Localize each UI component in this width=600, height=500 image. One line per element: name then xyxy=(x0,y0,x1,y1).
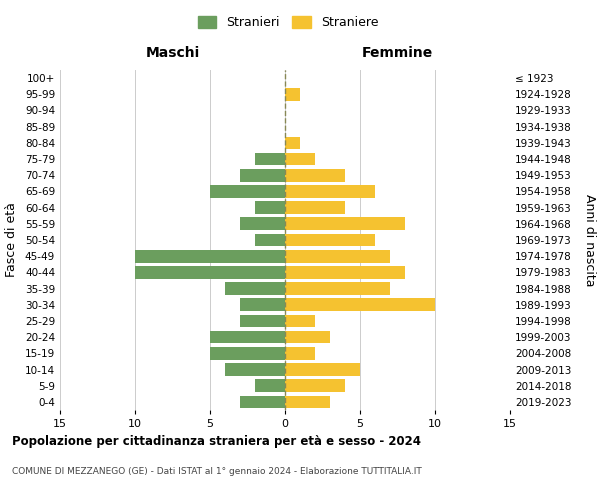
Bar xyxy=(210,347,285,360)
Bar xyxy=(135,250,285,262)
Text: COMUNE DI MEZZANEGO (GE) - Dati ISTAT al 1° gennaio 2024 - Elaborazione TUTTITAL: COMUNE DI MEZZANEGO (GE) - Dati ISTAT al… xyxy=(12,468,422,476)
Bar xyxy=(225,363,285,376)
Bar xyxy=(285,88,300,101)
Bar xyxy=(240,396,285,408)
Bar xyxy=(285,136,300,149)
Bar xyxy=(240,314,285,328)
Bar xyxy=(240,218,285,230)
Bar xyxy=(135,266,285,278)
Bar xyxy=(255,234,285,246)
Bar xyxy=(285,152,315,166)
Bar xyxy=(285,380,345,392)
Bar xyxy=(285,185,375,198)
Y-axis label: Anni di nascita: Anni di nascita xyxy=(583,194,596,286)
Bar xyxy=(210,331,285,344)
Text: Femmine: Femmine xyxy=(362,46,433,60)
Bar xyxy=(255,380,285,392)
Legend: Stranieri, Straniere: Stranieri, Straniere xyxy=(193,11,383,34)
Bar xyxy=(255,202,285,214)
Bar xyxy=(285,363,360,376)
Bar xyxy=(255,152,285,166)
Bar xyxy=(225,282,285,295)
Bar xyxy=(285,266,405,278)
Bar xyxy=(210,185,285,198)
Bar xyxy=(285,331,330,344)
Bar xyxy=(285,202,345,214)
Bar xyxy=(285,396,330,408)
Bar xyxy=(285,250,390,262)
Bar xyxy=(240,169,285,181)
Text: Popolazione per cittadinanza straniera per età e sesso - 2024: Popolazione per cittadinanza straniera p… xyxy=(12,435,421,448)
Bar xyxy=(285,347,315,360)
Text: Maschi: Maschi xyxy=(145,46,200,60)
Bar xyxy=(240,298,285,311)
Bar xyxy=(285,282,390,295)
Bar xyxy=(285,298,435,311)
Bar xyxy=(285,218,405,230)
Bar xyxy=(285,234,375,246)
Bar xyxy=(285,314,315,328)
Bar xyxy=(285,169,345,181)
Y-axis label: Fasce di età: Fasce di età xyxy=(5,202,18,278)
